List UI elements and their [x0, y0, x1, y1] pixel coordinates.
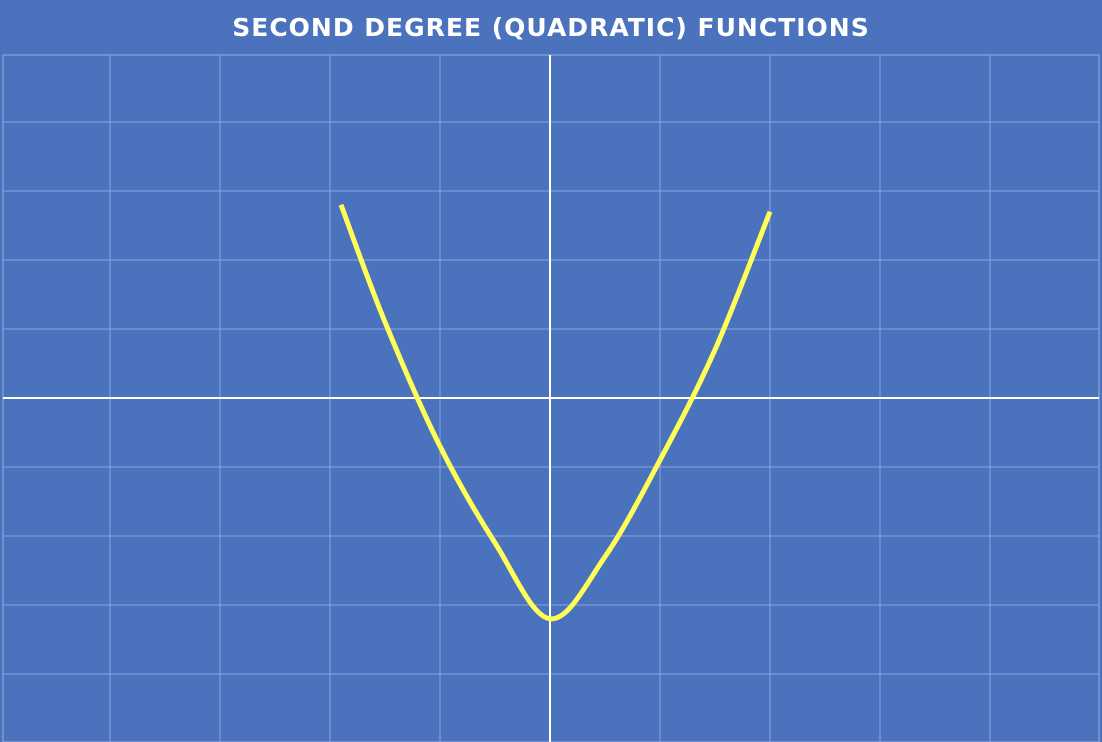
- chart-title: SECOND DEGREE (QUADRATIC) FUNCTIONS: [232, 13, 870, 42]
- axes: [3, 55, 1099, 742]
- parabola-curve: [338, 203, 773, 622]
- series-layer: [338, 203, 773, 622]
